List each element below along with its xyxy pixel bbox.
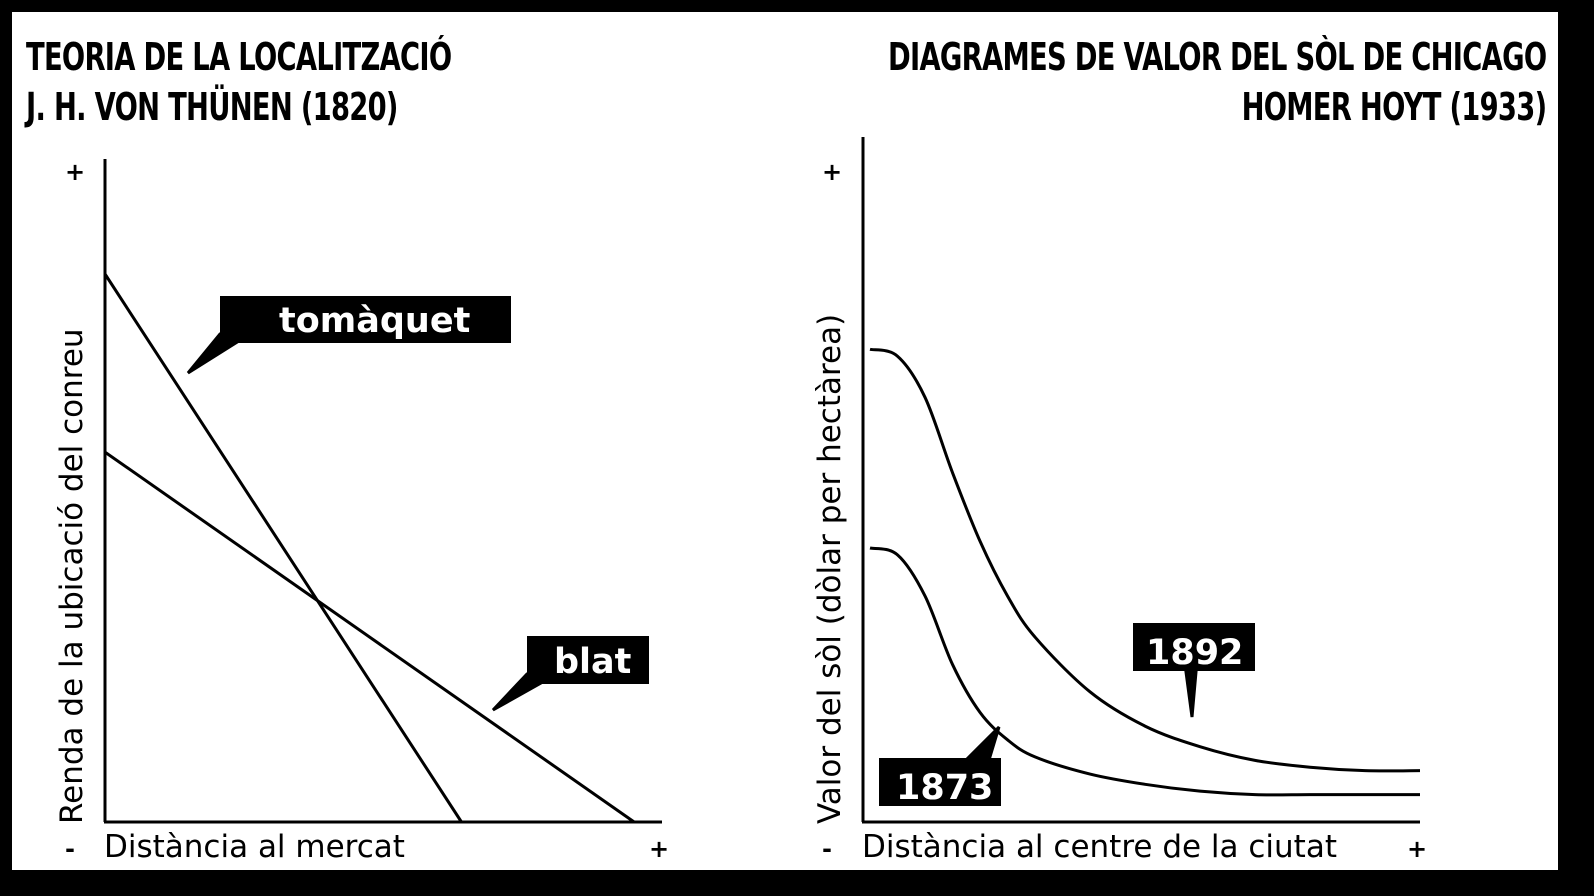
- right-series-layer: [869, 347, 1421, 797]
- series-line-blat: [104, 450, 636, 824]
- left-x-min-sign: -: [65, 835, 75, 863]
- label-1892-pointer: [1184, 670, 1198, 718]
- right-title-line-1: DIAGRAMES DE VALOR DEL SÒL DE CHICAGO: [887, 35, 1547, 79]
- chicago-land-value-chart: + - + Distància al centre de la ciutat V…: [812, 137, 1427, 865]
- label-1892-box: [1133, 623, 1255, 671]
- left-title-line-2: J. H. VON THÜNEN (1820): [26, 85, 398, 129]
- left-x-max-sign: +: [649, 835, 669, 863]
- right-y-max-sign: +: [822, 158, 842, 186]
- von-thunen-chart: + - + Distància al mercat Renda de la ub…: [54, 158, 669, 865]
- blat-label: blat: [554, 642, 631, 682]
- tomaquet-label-box: [220, 296, 511, 343]
- series-line-1892: [869, 347, 1421, 773]
- right-title-line-2: HOMER HOYT (1933): [1241, 85, 1546, 129]
- left-x-axis-label: Distància al mercat: [104, 829, 405, 865]
- charts-svg: + - + Distància al mercat Renda de la ub…: [54, 137, 1427, 865]
- tomaquet-label: tomàquet: [279, 301, 470, 341]
- blat-label-box: [527, 636, 649, 684]
- figure-frame: TEORIA DE LA LOCALITZACIÓ J. H. VON THÜN…: [12, 12, 1558, 870]
- left-series-layer: [103, 273, 636, 824]
- left-series-labels: tomàquet blat: [186, 296, 649, 712]
- right-chart-title: DIAGRAMES DE VALOR DEL SÒL DE CHICAGO HO…: [887, 32, 1547, 132]
- left-chart-title: TEORIA DE LA LOCALITZACIÓ J. H. VON THÜN…: [26, 32, 452, 132]
- left-y-axis-label: Renda de la ubicació del conreu: [54, 328, 90, 824]
- right-x-min-sign: -: [822, 835, 832, 863]
- right-x-axis-label: Distància al centre de la ciutat: [862, 829, 1337, 865]
- left-title-line-1: TEORIA DE LA LOCALITZACIÓ: [26, 35, 452, 79]
- right-series-labels: 1892 1873: [879, 623, 1255, 808]
- series-line-1873: [869, 546, 1420, 797]
- label-1873-box: [879, 758, 1001, 806]
- label-1892: 1892: [1146, 633, 1243, 673]
- left-y-max-sign: +: [65, 158, 85, 186]
- label-1873: 1873: [896, 768, 993, 808]
- right-x-max-sign: +: [1407, 835, 1427, 863]
- right-y-axis-label: Valor del sòl (dòlar per hectàrea): [812, 314, 848, 824]
- series-line-tomaquet: [103, 273, 463, 823]
